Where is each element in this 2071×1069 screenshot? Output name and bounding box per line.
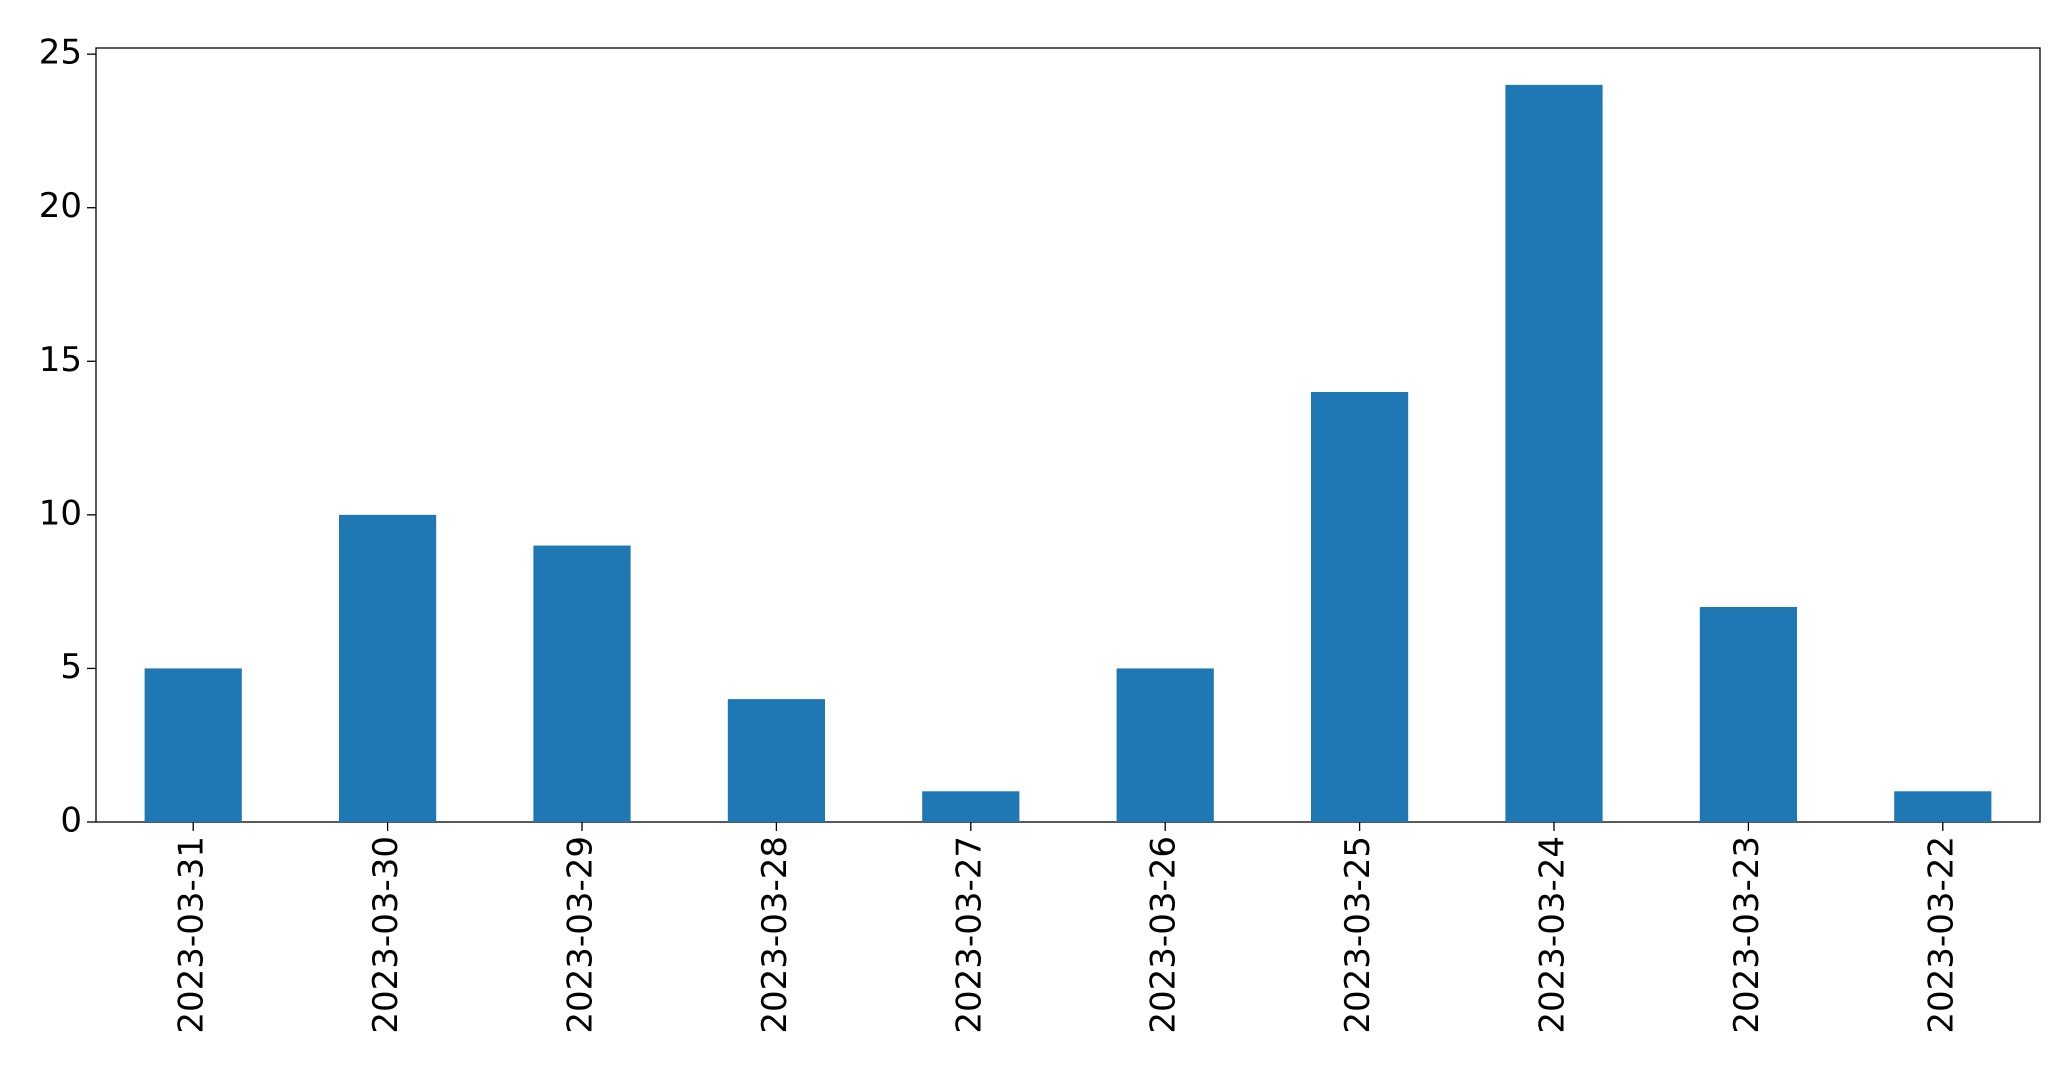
bar <box>1699 607 1797 822</box>
bar <box>922 791 1020 822</box>
x-tick-label: 2023-03-26 <box>1144 836 1184 1034</box>
bar <box>727 699 825 822</box>
plot-frame <box>95 47 2041 823</box>
x-tick-label: 2023-03-31 <box>172 836 212 1034</box>
x-tick-label: 2023-03-22 <box>1921 836 1961 1034</box>
y-tick-label: 25 <box>39 33 82 73</box>
x-tick-label: 2023-03-30 <box>366 836 406 1034</box>
bar <box>1116 668 1214 822</box>
bar <box>144 668 242 822</box>
bar <box>1894 791 1992 822</box>
bar <box>533 545 631 822</box>
y-tick-label: 10 <box>39 493 82 533</box>
x-tick-label: 2023-03-28 <box>755 836 795 1034</box>
x-tick-label: 2023-03-24 <box>1533 836 1573 1034</box>
y-tick-label: 15 <box>39 340 82 380</box>
y-tick-label: 20 <box>39 186 82 226</box>
y-tick-label: 0 <box>60 801 82 841</box>
bar <box>339 514 437 822</box>
bar <box>1505 84 1603 823</box>
y-tick-label: 5 <box>60 647 82 687</box>
bar <box>1311 392 1409 822</box>
x-tick-label: 2023-03-23 <box>1727 836 1767 1034</box>
x-tick-label: 2023-03-29 <box>561 836 601 1034</box>
x-tick-label: 2023-03-27 <box>949 836 989 1034</box>
x-tick-label: 2023-03-25 <box>1338 836 1378 1034</box>
